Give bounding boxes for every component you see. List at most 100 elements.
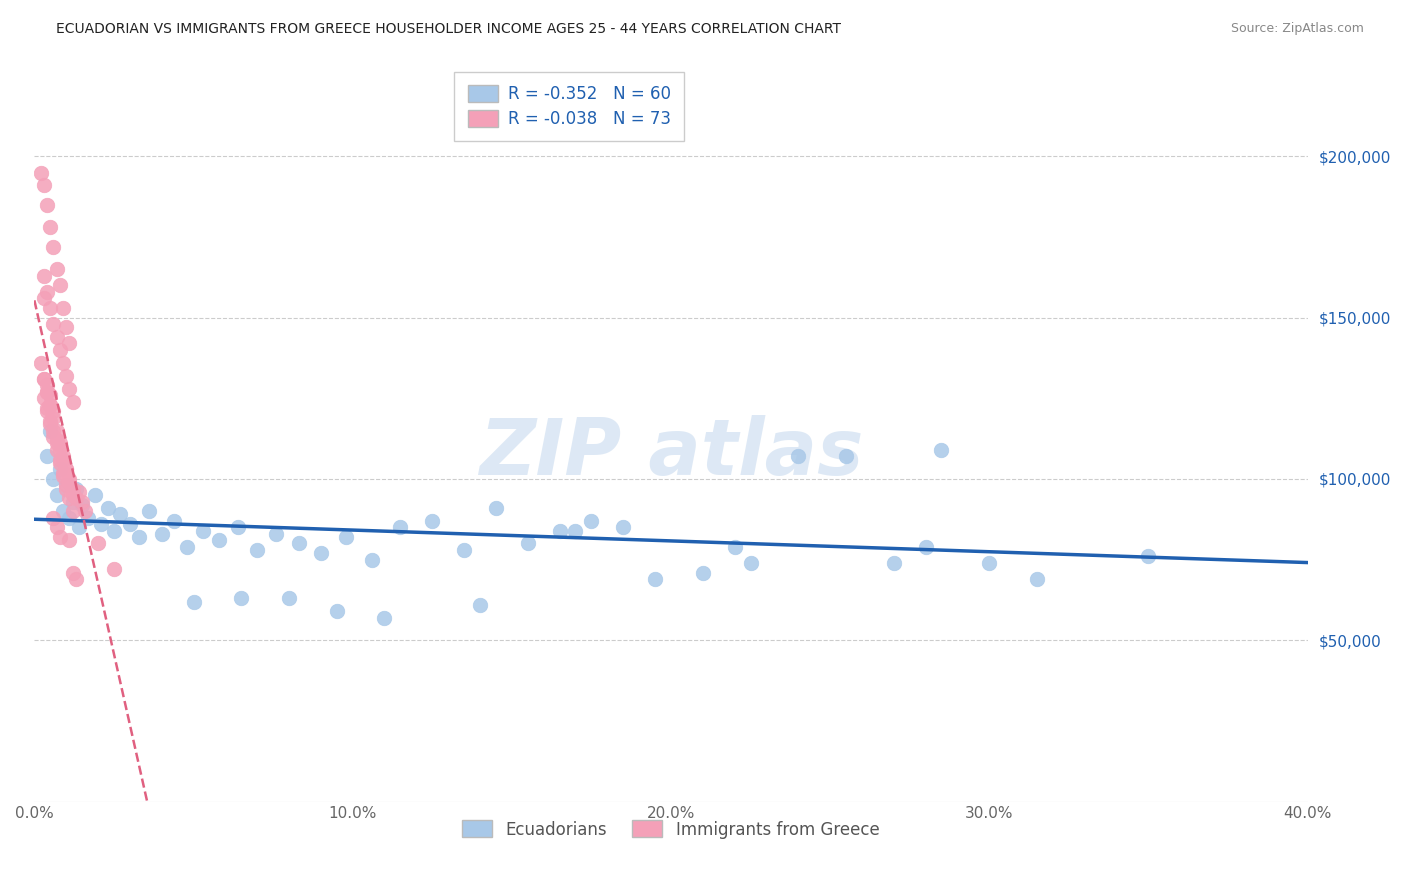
- Point: [835, 450, 858, 464]
- Point: [208, 533, 231, 548]
- Point: [67, 484, 90, 499]
- Point: [49, 452, 72, 467]
- Point: [1137, 549, 1160, 564]
- Point: [335, 530, 357, 544]
- Point: [62, 482, 84, 496]
- Point: [55, 478, 77, 492]
- Point: [389, 520, 412, 534]
- Point: [516, 536, 538, 550]
- Point: [49, 462, 72, 476]
- Legend: Ecuadorians, Immigrants from Greece: Ecuadorians, Immigrants from Greece: [456, 814, 886, 846]
- Point: [49, 343, 72, 357]
- Point: [226, 520, 249, 534]
- Text: Source: ZipAtlas.com: Source: ZipAtlas.com: [1230, 22, 1364, 36]
- Point: [118, 517, 141, 532]
- Point: [37, 450, 59, 464]
- Point: [39, 220, 62, 235]
- Point: [39, 398, 62, 412]
- Point: [30, 165, 52, 179]
- Point: [37, 384, 59, 399]
- Point: [77, 510, 100, 524]
- Point: [32, 268, 55, 283]
- Point: [42, 240, 65, 254]
- Point: [37, 378, 59, 392]
- Point: [62, 394, 84, 409]
- Point: [39, 417, 62, 431]
- Point: [62, 504, 84, 518]
- Point: [49, 436, 72, 450]
- Point: [644, 572, 666, 586]
- Point: [55, 478, 77, 492]
- Point: [42, 317, 65, 331]
- Point: [979, 556, 1001, 570]
- Point: [309, 546, 332, 560]
- Point: [138, 504, 160, 518]
- Point: [564, 524, 586, 538]
- Point: [65, 572, 87, 586]
- Point: [360, 552, 382, 566]
- Point: [45, 330, 67, 344]
- Point: [62, 566, 84, 580]
- Point: [32, 372, 55, 386]
- Point: [373, 610, 395, 624]
- Point: [58, 336, 80, 351]
- Point: [42, 424, 65, 438]
- Point: [45, 436, 67, 450]
- Point: [52, 504, 75, 518]
- Point: [52, 301, 75, 315]
- Point: [83, 488, 105, 502]
- Point: [65, 491, 87, 506]
- Point: [30, 356, 52, 370]
- Point: [97, 501, 120, 516]
- Point: [58, 510, 80, 524]
- Point: [176, 540, 198, 554]
- Point: [90, 517, 112, 532]
- Point: [326, 604, 349, 618]
- Point: [1026, 572, 1049, 586]
- Point: [42, 510, 65, 524]
- Point: [55, 462, 77, 476]
- Point: [883, 556, 905, 570]
- Text: ZIP atlas: ZIP atlas: [479, 415, 863, 491]
- Point: [39, 388, 62, 402]
- Point: [49, 530, 72, 544]
- Point: [62, 488, 84, 502]
- Point: [692, 566, 714, 580]
- Point: [32, 178, 55, 193]
- Point: [420, 514, 443, 528]
- Point: [49, 278, 72, 293]
- Point: [32, 291, 55, 305]
- Point: [246, 543, 269, 558]
- Point: [103, 562, 125, 576]
- Point: [37, 384, 59, 399]
- Point: [931, 442, 953, 457]
- Point: [740, 556, 762, 570]
- Point: [49, 456, 72, 470]
- Point: [287, 536, 309, 550]
- Point: [45, 442, 67, 457]
- Point: [55, 462, 77, 476]
- Point: [45, 424, 67, 438]
- Point: [39, 301, 62, 315]
- Point: [39, 424, 62, 438]
- Point: [42, 472, 65, 486]
- Point: [264, 526, 287, 541]
- Point: [278, 591, 301, 606]
- Point: [58, 472, 80, 486]
- Point: [87, 536, 110, 550]
- Point: [58, 533, 80, 548]
- Point: [37, 285, 59, 299]
- Point: [612, 520, 634, 534]
- Point: [32, 372, 55, 386]
- Point: [32, 392, 55, 406]
- Point: [37, 198, 59, 212]
- Point: [37, 404, 59, 418]
- Point: [70, 498, 93, 512]
- Point: [191, 524, 214, 538]
- Point: [52, 466, 75, 480]
- Point: [55, 482, 77, 496]
- Point: [787, 450, 810, 464]
- Point: [37, 401, 59, 415]
- Point: [70, 494, 93, 508]
- Point: [453, 543, 475, 558]
